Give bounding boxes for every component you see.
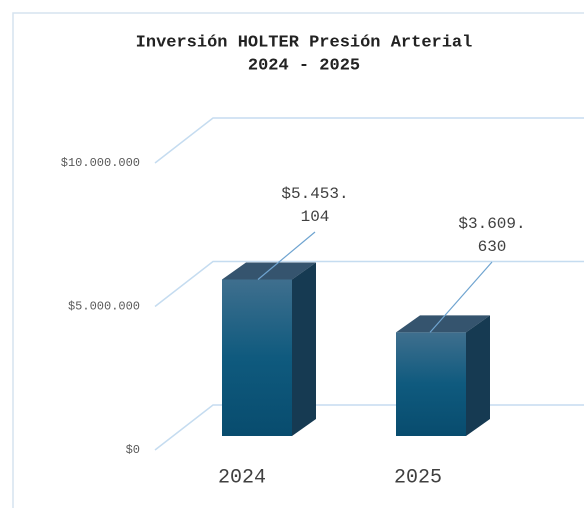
bar [396,332,466,436]
value-label-box: $5.453.104 [281,185,349,226]
leader-line [429,261,493,333]
grid-line [154,404,584,451]
grid-line [154,117,584,164]
y-tick-label: $0 [126,443,140,457]
bar [222,279,292,436]
bar-side [466,315,490,436]
y-tick-label: $10.000.000 [61,156,140,170]
leader-line [257,231,316,280]
y-tick-label: $5.000.000 [68,300,140,314]
bar-top [396,315,490,333]
bar-side [292,262,316,436]
x-tick-label: 2024 [218,466,266,489]
value-label-box: $3.609.630 [458,215,526,256]
chart-subtitle: 2024 - 2025 [248,56,360,75]
chart-title: Inversión HOLTER Presión Arterial [136,33,473,52]
x-tick-label: 2025 [394,466,442,489]
value-label: $5.453.104 [281,185,349,226]
frame [12,12,584,508]
grid-line [154,260,584,308]
value-label: $3.609.630 [458,215,526,256]
